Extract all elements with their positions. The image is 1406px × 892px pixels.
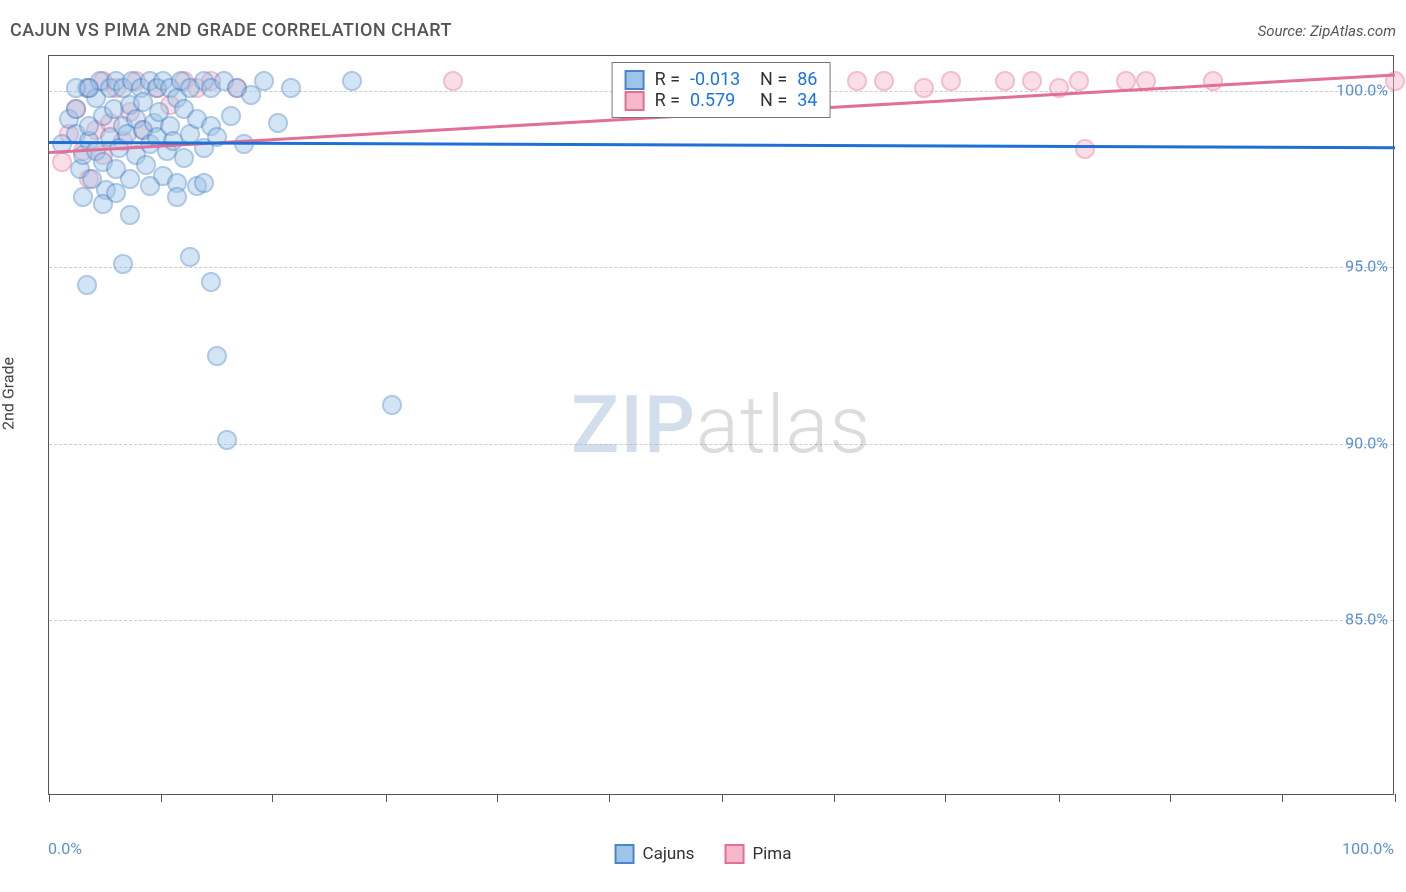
legend-label: Pima [752,844,791,864]
data-point [194,173,214,193]
stats-row: R = -0.013 N = 86 [625,69,818,90]
x-tick [834,794,835,802]
data-point [174,148,194,168]
y-axis-label: 2nd Grade [0,357,18,430]
gridline [49,267,1393,268]
x-tick [272,794,273,802]
gridline [49,444,1393,445]
data-point [1203,71,1223,91]
x-tick [1282,794,1283,802]
chart-source: Source: ZipAtlas.com [1258,22,1396,40]
data-point [113,254,133,274]
x-axis-min-label: 0.0% [48,839,82,858]
data-point [120,205,140,225]
x-tick [497,794,498,802]
stats-n-value: 86 [797,69,817,90]
bottom-legend: Cajuns Pima [615,844,792,864]
data-point [874,71,894,91]
stats-n-value: 34 [797,90,817,111]
chart-title: CAJUN VS PIMA 2ND GRADE CORRELATION CHAR… [10,20,452,41]
data-point [254,71,274,91]
legend-label: Cajuns [643,844,695,864]
chart-plot-area: ZIPatlas R =-0.013N =86R =0.579N =34 [48,55,1394,795]
data-point [66,99,86,119]
data-point [1075,139,1095,159]
data-point [382,395,402,415]
data-point [268,113,288,133]
x-tick [945,794,946,802]
data-point [79,78,99,98]
x-tick [49,794,50,802]
legend-item: Cajuns [615,844,695,864]
x-tick [1395,794,1396,802]
y-tick-label: 100.0% [1336,81,1388,100]
data-point [140,176,160,196]
legend-swatch [625,70,645,90]
data-point [1022,71,1042,91]
data-point [207,346,227,366]
stats-n-label: N = [760,90,787,111]
x-axis-max-label: 100.0% [1342,839,1394,858]
x-tick [722,794,723,802]
legend-swatch [615,844,635,864]
data-point [77,275,97,295]
stats-r-value: 0.579 [690,90,750,111]
correlation-stats-box: R = -0.013 N = 86 R = 0.579 N = 34 [612,62,831,118]
page-root: CAJUN VS PIMA 2ND GRADE CORRELATION CHAR… [0,0,1406,892]
data-point [1069,71,1089,91]
stats-n-label: N = [760,69,787,90]
chart-header: CAJUN VS PIMA 2ND GRADE CORRELATION CHAR… [10,20,1396,41]
data-point [201,272,221,292]
data-point [281,78,301,98]
x-tick [1170,794,1171,802]
x-tick [386,794,387,802]
data-point [106,183,126,203]
data-point [217,430,237,450]
gridline [49,620,1393,621]
data-point [342,71,362,91]
x-tick [161,794,162,802]
x-tick [1059,794,1060,802]
data-point [221,106,241,126]
data-point [167,187,187,207]
y-tick-label: 85.0% [1345,609,1388,628]
stats-row: R = 0.579 N = 34 [625,90,818,111]
stats-r-value: -0.013 [690,69,750,90]
data-point [73,187,93,207]
data-point [443,71,463,91]
data-point [995,71,1015,91]
stats-r-label: R = [655,69,680,90]
y-tick-label: 95.0% [1345,257,1388,276]
y-tick-label: 90.0% [1345,433,1388,452]
legend-item: Pima [724,844,791,864]
data-point [914,78,934,98]
data-point [180,247,200,267]
data-point [941,71,961,91]
stats-r-label: R = [655,90,680,111]
data-point [847,71,867,91]
x-tick [609,794,610,802]
legend-swatch [724,844,744,864]
legend-swatch [625,91,645,111]
